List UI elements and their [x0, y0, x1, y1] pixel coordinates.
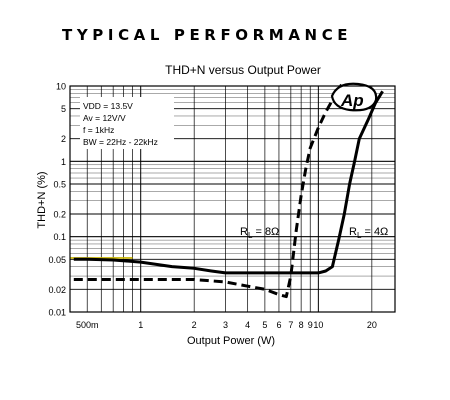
y-tick-label: 1	[61, 157, 66, 167]
x-tick-label: 7	[288, 320, 293, 330]
audio-precision-logo: Ap	[330, 82, 378, 112]
series-label-value: = 8Ω	[252, 226, 279, 238]
x-tick-labels: 500m 1 2 3 4 5 6 7 8 9 10 20	[76, 320, 377, 330]
series-label-symbol: R	[349, 226, 357, 238]
x-tick-label: 500m	[76, 320, 99, 330]
condition-line: f = 1kHz	[83, 125, 114, 135]
x-tick-label: 10	[313, 320, 323, 330]
x-tick-label: 6	[276, 320, 281, 330]
y-tick-label: 0.2	[53, 209, 66, 219]
y-tick-label: 0.1	[53, 232, 66, 242]
x-tick-label: 8	[299, 320, 304, 330]
x-tick-label: 3	[223, 320, 228, 330]
x-tick-label: 4	[245, 320, 250, 330]
series-line	[73, 90, 384, 275]
x-axis-label: Output Power (W)	[187, 335, 275, 347]
series-lines	[70, 83, 384, 299]
series-label-symbol: R	[240, 226, 248, 238]
y-tick-label: 0.01	[48, 308, 66, 318]
y-tick-label: 5	[61, 104, 66, 114]
series-label-subscript: L	[357, 231, 362, 240]
y-tick-labels: 0.01 0.02 0.05 0.1 0.2 0.5 1 2 5 10	[48, 82, 66, 318]
y-tick-label: 10	[56, 82, 66, 92]
plot-frame	[69, 85, 396, 313]
condition-line: BW = 22Hz - 22kHz	[83, 137, 158, 147]
y-tick-label: 2	[61, 134, 66, 144]
chart-title: THD+N versus Output Power	[165, 63, 321, 77]
condition-line: Av = 12V/V	[83, 113, 126, 123]
x-tick-label: 5	[262, 320, 267, 330]
logo-text: Ap	[340, 91, 364, 110]
y-tick-label: 0.02	[48, 285, 66, 295]
y-tick-label: 0.5	[53, 180, 66, 190]
x-tick-label: 9	[308, 320, 313, 330]
x-tick-label: 20	[367, 320, 377, 330]
test-conditions: VDD = 13.5V Av = 12V/V f = 1kHz BW = 22Hz -…	[83, 101, 158, 147]
y-tick-label: 0.05	[48, 255, 66, 265]
y-axis-label: THD+N (%)	[36, 171, 48, 228]
series-label-subscript: L	[248, 231, 253, 240]
condition-line: VDD = 13.5V	[83, 101, 133, 111]
series-line	[73, 83, 343, 299]
series-label-value: = 4Ω	[361, 226, 388, 238]
conditions-box	[80, 97, 174, 149]
x-tick-label: 2	[192, 320, 197, 330]
logo-outline	[330, 82, 378, 112]
series-label: RL = 4Ω	[349, 226, 388, 240]
x-tick-label: 1	[138, 320, 143, 330]
page-heading: TYPICAL PERFORMANCE	[62, 26, 353, 44]
series-label: RL = 8Ω	[240, 226, 279, 240]
